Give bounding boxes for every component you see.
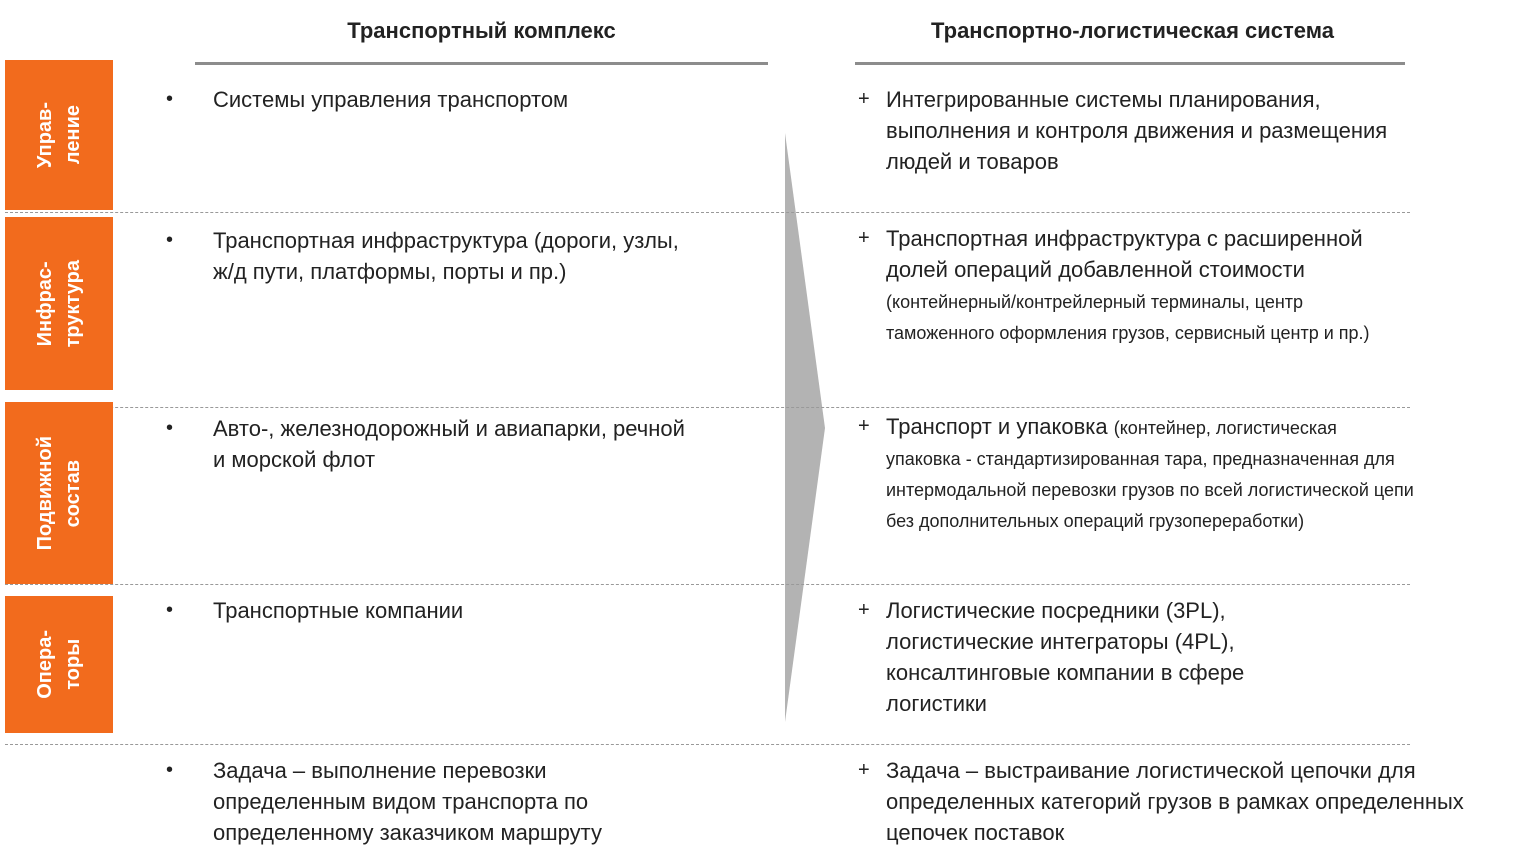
right-text: Задача – выстраивание логистической цепо… bbox=[886, 755, 1501, 848]
right-main: Логистические посредники (3PL), логистич… bbox=[886, 598, 1245, 716]
row-label-line: Подвижной bbox=[34, 435, 56, 551]
header-right: Транспортно-логистическая система bbox=[931, 18, 1334, 43]
left-text: Системы управления транспортом bbox=[213, 87, 569, 112]
row-label-line: ление bbox=[62, 105, 84, 165]
row-divider bbox=[5, 584, 1410, 585]
plus: + bbox=[858, 415, 870, 437]
row-label-box: Опера-торы bbox=[5, 596, 113, 733]
row-label-line: Опера- bbox=[34, 630, 56, 699]
row-label-line: Управ- bbox=[34, 101, 56, 169]
arrow bbox=[785, 133, 825, 722]
plus: + bbox=[858, 759, 870, 781]
right-text: Транспорт и упаковка (контейнер, логисти… bbox=[886, 411, 1416, 535]
right-text: Логистические посредники (3PL), логистич… bbox=[886, 595, 1306, 719]
plus: + bbox=[858, 599, 870, 621]
plus: + bbox=[858, 88, 870, 110]
row-label-line: торы bbox=[62, 638, 84, 691]
header-left: Транспортный комплекс bbox=[347, 18, 616, 43]
row-divider bbox=[5, 744, 1410, 745]
right-text: Интегрированные системы планирования, вы… bbox=[886, 84, 1406, 177]
header-rule bbox=[195, 62, 768, 65]
bullet: • bbox=[166, 88, 174, 110]
row-label: Подвижной состав bbox=[31, 436, 87, 550]
row-label-line: Инфрас- bbox=[34, 260, 56, 347]
row-label: Опера-торы bbox=[31, 630, 87, 699]
row-label: Управ-ление bbox=[31, 102, 87, 168]
bullet: • bbox=[166, 759, 174, 781]
right-main: Интегрированные системы планирования, вы… bbox=[886, 87, 1388, 174]
right-note: (контейнерный/контрейлерный терминалы, ц… bbox=[886, 292, 1370, 343]
row-divider bbox=[5, 212, 1410, 213]
right-main: Задача – выстраивание логистической цепо… bbox=[886, 758, 1464, 845]
row-label-box: Управ-ление bbox=[5, 60, 113, 210]
right-main: Транспорт и упаковка bbox=[886, 414, 1108, 439]
row-label-line: труктура bbox=[62, 259, 84, 348]
row-label-box: Инфрас-труктура bbox=[5, 217, 113, 390]
bullet: • bbox=[166, 417, 174, 439]
right-text: Транспортная инфраструктура с расширенно… bbox=[886, 223, 1411, 347]
right-note: (контейнер, логистическая упаковка - ста… bbox=[886, 418, 1414, 531]
header-rule bbox=[855, 62, 1405, 65]
left-text: Транспортная инфраструктура (дороги, узл… bbox=[213, 228, 679, 284]
row-divider bbox=[5, 407, 1410, 408]
left-text: Авто-, железнодорожный и авиапарки, речн… bbox=[213, 416, 685, 472]
bullet: • bbox=[166, 229, 174, 251]
right-main: Транспортная инфраструктура с расширенно… bbox=[886, 226, 1363, 282]
left-text: Транспортные компании bbox=[213, 598, 464, 623]
plus: + bbox=[858, 227, 870, 249]
row-label-box: Подвижной состав bbox=[5, 402, 113, 584]
left-text: Задача – выполнение перевозки определенн… bbox=[213, 758, 602, 845]
row-label: Инфрас-труктура bbox=[31, 260, 87, 347]
bullet: • bbox=[166, 599, 174, 621]
row-label-line: состав bbox=[62, 459, 84, 527]
